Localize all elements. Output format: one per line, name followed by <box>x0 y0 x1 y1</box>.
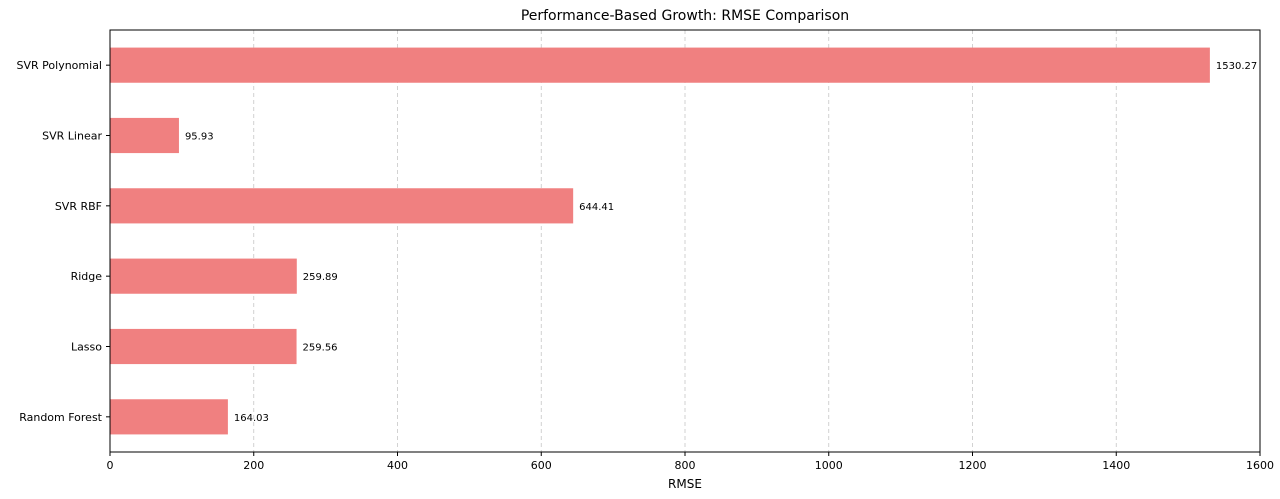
bar <box>110 399 228 435</box>
bar <box>110 117 179 154</box>
y-tick-label: SVR RBF <box>55 200 102 213</box>
bar <box>110 188 574 224</box>
y-tick-label: SVR Polynomial <box>17 59 102 72</box>
x-tick-label: 800 <box>675 459 696 472</box>
y-tick-label: Lasso <box>71 341 102 354</box>
x-tick-label: 1200 <box>959 459 987 472</box>
bar <box>110 258 297 294</box>
x-tick-label: 1000 <box>815 459 843 472</box>
x-tick-label: 600 <box>531 459 552 472</box>
bars: 1530.27 95.93 644.41 259.89 259.56 164.03 <box>110 47 1257 435</box>
x-tick-label: 400 <box>387 459 408 472</box>
grid-lines <box>109 30 1261 452</box>
x-tick-label: 1400 <box>1102 459 1130 472</box>
chart-title: Performance-Based Growth: RMSE Compariso… <box>521 8 849 24</box>
bar-value-label: 259.89 <box>303 272 338 283</box>
bar-value-label: 644.41 <box>579 202 614 213</box>
bar-value-label: 95.93 <box>185 132 214 143</box>
y-tick-label: SVR Linear <box>42 130 102 143</box>
bar <box>110 47 1210 83</box>
x-tick-label: 0 <box>107 459 114 472</box>
x-axis-label: RMSE <box>668 477 702 491</box>
bar-value-label: 1530.27 <box>1216 61 1257 72</box>
y-tick-label: Ridge <box>71 270 103 283</box>
y-axis-ticks: SVR Polynomial SVR Linear SVR RBF Ridge Lass… <box>17 59 110 424</box>
bar-value-label: 164.03 <box>234 413 269 424</box>
bar <box>110 328 297 365</box>
bar-value-label: 259.56 <box>303 343 338 354</box>
y-tick-label: Random Forest <box>19 411 102 424</box>
x-tick-label: 1600 <box>1246 459 1274 472</box>
x-tick-label: 200 <box>243 459 264 472</box>
x-axis-ticks: 0 200 400 600 800 1000 1200 1400 1600 <box>107 452 1274 472</box>
